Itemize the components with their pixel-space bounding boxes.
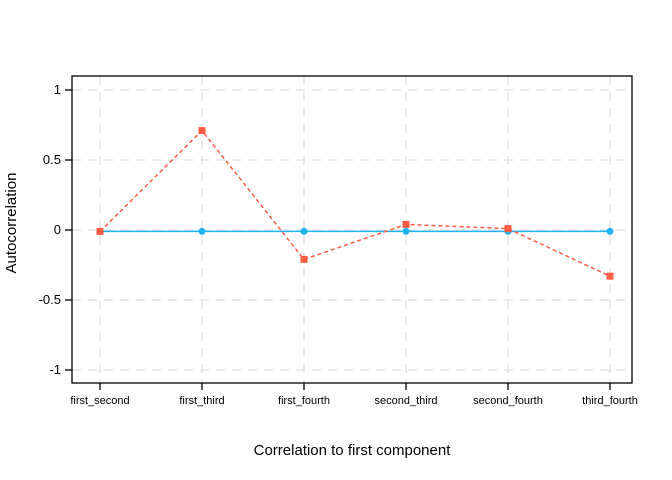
y-axis-title: Autocorrelation: [3, 173, 20, 274]
y-tick-label: -0.5: [39, 292, 61, 307]
x-tick-label: first_third: [179, 395, 224, 407]
y-tick-label: 1: [54, 82, 61, 97]
pair-autocorrelation-marker: [504, 225, 512, 233]
y-tick-label: 0: [54, 222, 61, 237]
x-tick-label: second_fourth: [473, 395, 543, 407]
zero-baseline-marker: [606, 227, 614, 235]
pair-autocorrelation-marker: [198, 127, 206, 135]
x-tick-label: first_second: [70, 395, 129, 407]
zero-baseline-marker: [198, 227, 206, 235]
pair-autocorrelation-line: [99, 129, 611, 277]
zero-baseline-marker: [402, 227, 410, 235]
x-tick-label: third_fourth: [582, 395, 638, 407]
pair-autocorrelation-marker: [300, 255, 308, 263]
pair-autocorrelation-marker: [402, 220, 410, 228]
pair-autocorrelation-marker: [606, 272, 614, 280]
zero-baseline-marker: [300, 227, 308, 235]
x-tick-label: first_fourth: [278, 395, 330, 407]
y-tick-label: -1: [49, 362, 61, 377]
y-tick-label: 0.5: [43, 152, 61, 167]
x-tick-label: second_third: [375, 395, 438, 407]
x-axis-title: Correlation to first component: [254, 442, 452, 459]
pair-autocorrelation-marker: [96, 227, 104, 235]
